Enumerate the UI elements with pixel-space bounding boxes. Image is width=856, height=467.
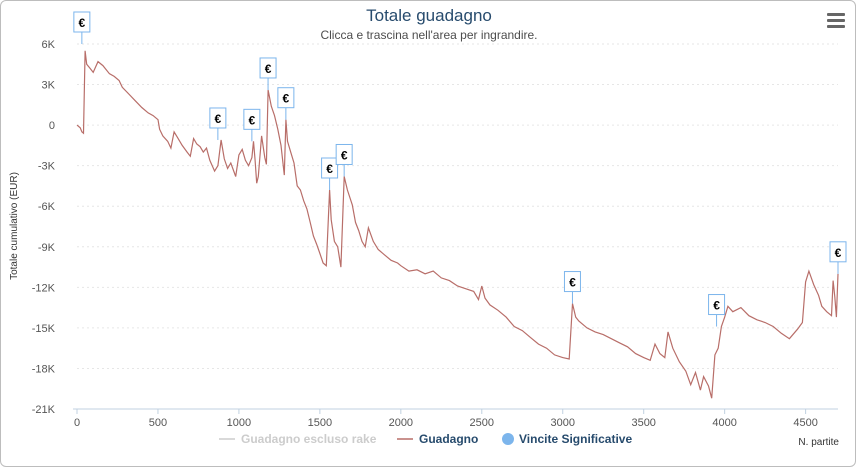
flag-euro-label: € bbox=[326, 162, 333, 176]
legend-item-guadagno-escluso-rake[interactable]: Guadagno escluso rake bbox=[219, 432, 377, 446]
flag-marker-vincita[interactable]: € bbox=[708, 294, 726, 327]
flag-box bbox=[335, 143, 353, 165]
flag-box bbox=[73, 11, 91, 33]
flag-euro-label: € bbox=[249, 113, 256, 127]
legend-item-guadagno[interactable]: Guadagno bbox=[397, 432, 478, 446]
flag-box bbox=[209, 107, 227, 129]
flag-marker-vincita[interactable]: € bbox=[563, 271, 581, 304]
flag-euro-label: € bbox=[835, 246, 842, 260]
flag-euro-label: € bbox=[79, 16, 86, 30]
y-tick-label: -21K bbox=[32, 404, 56, 416]
y-tick-label: -3K bbox=[38, 161, 56, 173]
flag-box bbox=[563, 271, 581, 293]
x-tick-label: 3000 bbox=[551, 417, 575, 429]
legend[interactable]: Guadagno escluso rake Guadagno Vincite S… bbox=[219, 432, 632, 446]
flag-marker-vincita[interactable]: € bbox=[243, 108, 261, 142]
flag-box bbox=[829, 241, 847, 263]
chart-subtitle: Clicca e trascina nell'area per ingrandi… bbox=[320, 28, 538, 42]
legend-label-guadagno-escluso-rake: Guadagno escluso rake bbox=[241, 432, 377, 446]
flag-euro-label: € bbox=[713, 299, 720, 313]
y-tick-label: 6K bbox=[42, 39, 56, 51]
x-tick-label: 1500 bbox=[308, 417, 332, 429]
flag-euro-label: € bbox=[215, 112, 222, 126]
y-tick-label: -6K bbox=[38, 201, 56, 213]
flag-euro-label: € bbox=[283, 92, 290, 106]
flag-marker-vincita[interactable]: € bbox=[277, 87, 295, 120]
y-tick-label: -9K bbox=[38, 242, 56, 254]
y-tick-label: 0 bbox=[49, 120, 55, 132]
x-axis-label: N. partite bbox=[798, 437, 839, 448]
flag-marker-vincita[interactable]: € bbox=[209, 107, 227, 140]
flag-marker-vincita[interactable]: € bbox=[321, 157, 339, 190]
x-tick-label: 4000 bbox=[712, 417, 736, 429]
flag-euro-label: € bbox=[265, 62, 272, 76]
series-line-guadagno[interactable] bbox=[76, 50, 839, 399]
x-tick-label: 1000 bbox=[227, 417, 251, 429]
flag-marker-vincita[interactable]: € bbox=[73, 11, 91, 44]
x-tick-label: 3500 bbox=[631, 417, 655, 429]
x-tick-label: 2000 bbox=[389, 417, 413, 429]
y-axis-label: Totale cumulativo (EUR) bbox=[9, 172, 20, 280]
flag-box bbox=[259, 57, 277, 79]
flag-marker-vincita[interactable]: € bbox=[829, 241, 847, 274]
flag-box bbox=[243, 108, 261, 130]
hamburger-menu-icon[interactable] bbox=[827, 13, 845, 29]
flag-marker-vincita[interactable]: € bbox=[335, 143, 353, 177]
y-tick-label: -12K bbox=[32, 282, 56, 294]
x-tick-label: 4500 bbox=[793, 417, 817, 429]
legend-label-vincite-significative: Vincite Significative bbox=[519, 432, 632, 446]
flag-euro-label: € bbox=[569, 276, 576, 290]
y-tick-label: -18K bbox=[32, 363, 56, 375]
y-tick-label: 3K bbox=[42, 80, 56, 92]
flag-marker-vincita[interactable]: € bbox=[259, 57, 277, 90]
x-tick-label: 500 bbox=[149, 417, 167, 429]
x-tick-label: 2500 bbox=[470, 417, 494, 429]
legend-label-guadagno: Guadagno bbox=[419, 432, 478, 446]
flag-box bbox=[708, 294, 726, 316]
flag-box bbox=[321, 157, 339, 179]
chart-title: Totale guadagno bbox=[366, 6, 492, 25]
flag-box bbox=[277, 87, 295, 109]
legend-item-vincite-significative[interactable]: Vincite Significative bbox=[502, 432, 632, 446]
flag-euro-label: € bbox=[341, 148, 348, 162]
x-tick-label: 0 bbox=[74, 417, 80, 429]
y-tick-label: -15K bbox=[32, 323, 56, 335]
